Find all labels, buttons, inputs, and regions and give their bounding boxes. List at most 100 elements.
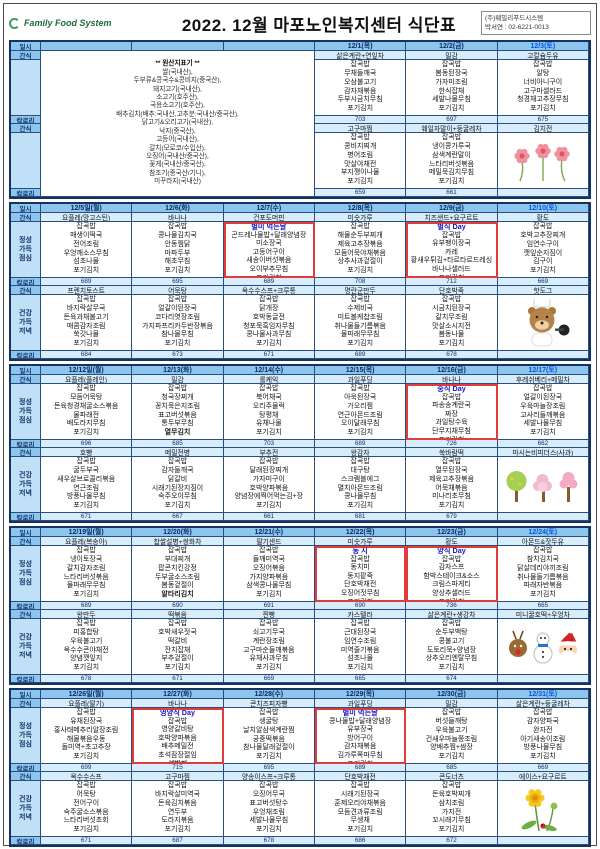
lunch-item: 매생이떡국 <box>70 232 103 239</box>
lunch-item: 섬초나물 <box>73 258 100 266</box>
dinner-item: 포기김치 <box>255 502 282 510</box>
lunch-item: 잡곡밥 <box>533 385 553 393</box>
lunch-item: 잡곡밥 <box>167 385 188 393</box>
date-cell: 12/8(목) <box>315 204 407 213</box>
lunch-item: 유부장국 <box>347 726 374 734</box>
lunch-item: 참나물달래겉절이 <box>243 744 295 752</box>
special-day-label: 동 지 <box>352 546 368 555</box>
dinner-item: 포기김치 <box>438 502 465 510</box>
origin-line: 국용소고기(호주산), <box>150 102 205 110</box>
lunch-item: 잡곡밥 <box>533 61 553 69</box>
lunch-item: 유채나물 <box>255 420 282 428</box>
date-cell: 12/16(금) <box>406 366 498 375</box>
dinner-calorie-cell: 684 <box>41 351 133 359</box>
lunch-item: 호박양파볶음 <box>158 734 197 742</box>
dinner-item: 훈제오리야채볶음 <box>334 799 386 807</box>
lunch-item: 갈치감자조림 <box>66 564 106 572</box>
lunch-item: 고구마샐러드 <box>523 87 563 95</box>
lunch-item: 감자채볶음 <box>344 743 377 751</box>
lunch-calorie-cell: 689 <box>315 764 407 772</box>
dinner-calorie-cell: 671 <box>223 351 315 359</box>
dinner-calorie-cell: 679 <box>406 513 498 521</box>
snack-pm-cell: 고구마찜 <box>132 772 224 781</box>
lunch-cell: 잡곡밥 알탕 너비아니구이 고구마샐러드 청경채고추장무침 포기김치 <box>497 60 589 116</box>
dinner-item: 대구탕 <box>350 467 370 474</box>
dinner-cell: 잡곡밥 순두부백탕 콩불고기 도토리묵+양념장 상추오리엔탈무침 포기김치 <box>406 619 498 675</box>
dinner-item: 포기김치 <box>347 664 374 672</box>
vendor-company: (주)훼밀리푸드시스템 <box>485 15 544 22</box>
lunch-item: 포기김치 <box>438 105 465 113</box>
dinner-item: 미나리초무침 <box>432 493 471 501</box>
dinner-item: 섬초나물 <box>347 655 374 663</box>
dinner-item: 피홍합탕 <box>73 629 100 636</box>
snack-am-cell: 요플레(플레인) <box>41 375 133 384</box>
dinner-item: 상추오리엔탈무침 <box>425 655 478 663</box>
row-label-lunch: 정성 가득 점심 <box>11 546 41 602</box>
dinner-item: 맛살소시지전 <box>432 322 471 330</box>
dinner-item: 양념깻잎지 <box>70 655 103 663</box>
lunch-item: 우엉깨소스무침 <box>63 249 109 257</box>
lunch-cell: 중식 Day잡곡밥파송송계란국짜장과일탕수육단무지채무침포기김치 <box>406 384 498 440</box>
lunch-item: 동지팥죽 <box>347 572 374 580</box>
dinner-item: 호박양파볶음 <box>249 484 289 492</box>
dinner-item: 잡곡밥 <box>350 134 370 142</box>
lunch-item: 포기김치 <box>529 105 556 113</box>
dinner-item: 포기김치 <box>438 826 465 834</box>
lunch-cell: 별미 먹는날 곤드레나물밥+달래양념장 미소장국 고등어구이 새송이버섯볶음 오이부추무침… <box>223 222 315 278</box>
lunch-item: 팝콘치킨강정 <box>158 564 197 572</box>
row-label-lunch: 정성 가득 점심 <box>11 384 41 440</box>
row-label-snack-am: 간식 <box>11 537 41 546</box>
row-label-lunch: 정성 가득 점심 <box>11 222 41 278</box>
dinner-item: 가자미구이 <box>252 475 285 483</box>
snack-pm-cell: 부추전 <box>223 448 315 457</box>
lunch-item: 포기김치 <box>529 753 556 761</box>
dinner-item: 포기김치 <box>164 826 191 834</box>
dinner-calorie-cell <box>497 189 589 197</box>
row-label-snack-am: 간식 <box>11 51 41 60</box>
dinner-item: 포기김치 <box>255 340 282 348</box>
snack-am-cell: 밀감 <box>406 699 498 708</box>
row-label-dinner: 건강 가득 저녁 <box>11 295 41 351</box>
snack-am-cell: 바나나 <box>406 375 498 384</box>
date-cell: 12/7(수) <box>223 204 315 213</box>
lunch-item: 궁중떡볶음 <box>252 735 285 743</box>
lunch-item: 닭살데리야끼조림 <box>517 564 569 572</box>
special-day-label: 양식 Day <box>437 546 466 555</box>
dinner-item: 연근조림 <box>73 484 100 492</box>
lunch-item: 포기김치 <box>315 599 405 601</box>
lunch-item: 오삼불고기 <box>344 78 377 86</box>
date-cell: 12/19일(월) <box>41 528 133 537</box>
date-cell: 12/9(금) <box>406 204 498 213</box>
dinner-calorie-cell: 681 <box>315 513 407 521</box>
date-cell: 12/24(토) <box>497 528 589 537</box>
lunch-item: 취나물들기름볶음 <box>517 573 569 581</box>
dinner-item: 포기김치 <box>255 826 282 834</box>
dinner-item: 떡갈비 <box>167 637 188 645</box>
dinner-item: 잡곡밥 <box>441 296 462 304</box>
row-label-calorie: 칼로리 <box>11 513 41 521</box>
menu-table: 일시 간식 칼로리 간식 칼로리 ** 원산지표기 ** 쌀(국내산), 두부류&콩국수&콩비… <box>9 40 591 847</box>
date-cell: 12/5일(월) <box>41 204 133 213</box>
lunch-item: 홍사태메추리알장조림 <box>53 726 119 734</box>
row-label-snack-pm: 간식 <box>11 448 41 457</box>
dinner-item: 돈육김치볶음 <box>158 799 197 807</box>
dinner-item: 제육고추장볶음 <box>428 475 475 483</box>
lunch-item: 너비아니구이 <box>523 78 563 86</box>
dinner-item: 잡곡밥 <box>441 620 462 628</box>
dinner-item: 메밀묵김치무침 <box>428 169 475 177</box>
dinner-item: 잡곡밥 <box>350 782 370 790</box>
snack-pm-cell: 미니꿀호떡+우엉차 <box>497 610 589 619</box>
snack-pm-cell: 김치전 <box>497 124 589 133</box>
lunch-item: 포기김치 <box>529 591 556 599</box>
page-title: 2022. 12월 마포노인복지센터 식단표 <box>181 15 457 35</box>
origin-line: 미꾸라지(국내산) <box>154 178 201 186</box>
snack-am-cell: 건포도머핀 <box>223 213 315 222</box>
document-header: Family Food System 2022. 12월 마포노인복지센터 식단… <box>9 8 591 38</box>
lunch-cell: 잡곡밥 청국장찌개 꽁치묵은지조림 표고버섯볶음 통두부무침 열무김치 <box>132 384 224 440</box>
dinner-calorie-cell <box>497 675 589 683</box>
dinner-item: 달래된장찌개 <box>249 467 289 474</box>
lunch-item: 포기김치 <box>529 267 556 275</box>
lunch-item: 참치김치국 <box>526 556 559 563</box>
deco-flowers-illustration <box>497 133 589 189</box>
lunch-calorie-cell: 685 <box>132 440 224 448</box>
